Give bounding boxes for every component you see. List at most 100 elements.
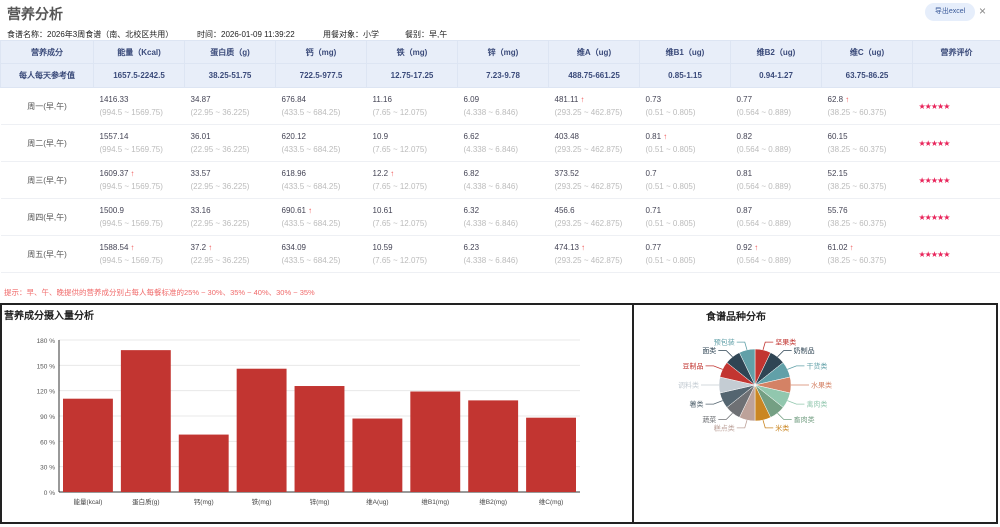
nutrient-cell: 11.16(7.65 ~ 12.075) [367, 88, 458, 125]
range: (994.5 ~ 1569.75) [100, 108, 185, 117]
nutrient-cell: 0.82(0.564 ~ 0.889) [731, 125, 822, 162]
close-icon[interactable]: × [979, 4, 986, 18]
column-header: 维C（ug) [822, 41, 913, 64]
value: 1500.9 [100, 206, 124, 215]
nutrient-cell: 37.2↑(22.95 ~ 36.225) [185, 236, 276, 273]
ref-value: 488.75-661.25 [549, 64, 640, 88]
y-tick-label: 60 % [40, 439, 55, 446]
pie-label: 豆制品 [683, 361, 704, 370]
nutrient-cell: 6.23 (4.338 ~ 6.846) [458, 236, 549, 273]
pie-label-line [737, 342, 747, 350]
value: 34.87 [191, 95, 211, 104]
bar[interactable] [410, 392, 460, 492]
arrow-up-icon: ↑ [754, 243, 758, 252]
ref-value: 7.23-9.78 [458, 64, 549, 88]
bar[interactable] [295, 386, 345, 492]
range: (994.5 ~ 1569.75) [100, 256, 185, 265]
nutrient-cell: 620.12(433.5 ~ 684.25) [276, 125, 367, 162]
x-tick-label: 维C(mg) [539, 497, 564, 506]
bar[interactable] [237, 369, 287, 492]
ref-value: 0.94-1.27 [731, 64, 822, 88]
nutrient-cell: 1416.33(994.5 ~ 1569.75) [94, 88, 185, 125]
range: (38.25 ~ 60.375) [828, 182, 913, 191]
range: (293.25 ~ 462.875) [555, 145, 640, 154]
pie-label: 干货类 [806, 361, 827, 370]
day-label: 周二(早,午) [1, 125, 94, 162]
bar[interactable] [179, 435, 229, 492]
ref-value: 12.75-17.25 [367, 64, 458, 88]
range: (433.5 ~ 684.25) [282, 219, 367, 228]
ref-value: 1657.5-2242.5 [94, 64, 185, 88]
rating-cell: ★★★★★ [913, 125, 1000, 162]
arrow-up-icon: ↑ [208, 243, 212, 252]
bar[interactable] [526, 418, 576, 492]
arrow-up-icon: ↑ [130, 243, 134, 252]
nutrient-cell: 10.9 (7.65 ~ 12.075) [367, 125, 458, 162]
column-header: 能量（Kcal) [94, 41, 185, 64]
column-header: 蛋白质（g) [185, 41, 276, 64]
y-tick-label: 30 % [40, 465, 55, 472]
value: 36.01 [191, 132, 211, 141]
value: 12.2 [373, 169, 389, 178]
nutrient-cell: 12.2↑(7.65 ~ 12.075) [367, 162, 458, 199]
value: 6.23 [464, 243, 480, 252]
range: (0.564 ~ 0.889) [737, 219, 822, 228]
value: 6.32 [464, 206, 480, 215]
range: (0.564 ~ 0.889) [737, 256, 822, 265]
pie-label: 薯类 [690, 400, 704, 409]
value: 52.15 [828, 169, 848, 178]
range: (4.338 ~ 6.846) [464, 219, 549, 228]
pie-label: 米类 [775, 423, 789, 432]
value: 0.77 [646, 243, 662, 252]
column-header: 锌（mg) [458, 41, 549, 64]
value: 1609.37 [100, 169, 129, 178]
page-title: 营养分析 [7, 4, 63, 24]
bar[interactable] [352, 419, 402, 492]
pie-label-line [718, 351, 732, 357]
range: (433.5 ~ 684.25) [282, 145, 367, 154]
range: (4.338 ~ 6.846) [464, 256, 549, 265]
value: 10.9 [373, 132, 389, 141]
table-row: 周四(早,午)1500.9(994.5 ~ 1569.75)33.16(22.9… [1, 199, 1000, 236]
range: (7.65 ~ 12.075) [373, 145, 458, 154]
arrow-up-icon: ↑ [390, 169, 394, 178]
export-excel-button[interactable]: 导出excel [925, 3, 975, 21]
range: (22.95 ~ 36.225) [191, 256, 276, 265]
arrow-up-icon: ↑ [580, 95, 584, 104]
value: 618.96 [282, 169, 306, 178]
range: (433.5 ~ 684.25) [282, 108, 367, 117]
ref-label: 每人每天参考值 [1, 64, 94, 88]
nutrient-cell: 634.09(433.5 ~ 684.25) [276, 236, 367, 273]
value: 1588.54 [100, 243, 129, 252]
arrow-up-icon: ↑ [130, 169, 134, 178]
range: (7.65 ~ 12.075) [373, 219, 458, 228]
pie-label-line [706, 401, 723, 404]
range: (0.51 ~ 0.805) [646, 219, 731, 228]
value: 676.84 [282, 95, 306, 104]
nutrient-cell: 0.7(0.51 ~ 0.805) [640, 162, 731, 199]
table-row: 周一(早,午)1416.33(994.5 ~ 1569.75)34.87(22.… [1, 88, 1000, 125]
nutrient-cell: 55.76(38.25 ~ 60.375) [822, 199, 913, 236]
value: 62.8 [828, 95, 844, 104]
nutrient-cell: 0.87 (0.564 ~ 0.889) [731, 199, 822, 236]
value: 474.13 [555, 243, 579, 252]
nutrient-cell: 62.8↑(38.25 ~ 60.375) [822, 88, 913, 125]
bar[interactable] [63, 399, 113, 492]
nutrient-cell: 481.11↑(293.25 ~ 462.875) [549, 88, 640, 125]
range: (0.564 ~ 0.889) [737, 182, 822, 191]
x-tick-label: 锌(mg) [310, 497, 330, 506]
rating-cell: ★★★★★ [913, 88, 1000, 125]
column-header: 营养评价 [913, 41, 1000, 64]
value: 0.77 [737, 95, 753, 104]
bar[interactable] [121, 350, 171, 492]
value: 0.87 [737, 206, 753, 215]
range: (22.95 ~ 36.225) [191, 108, 276, 117]
pie-label: 奶制品 [794, 346, 815, 355]
value: 0.7 [646, 169, 657, 178]
range: (22.95 ~ 36.225) [191, 145, 276, 154]
bar[interactable] [468, 400, 518, 492]
pie-label-line [787, 401, 804, 404]
nutrient-cell: 10.61(7.65 ~ 12.075) [367, 199, 458, 236]
